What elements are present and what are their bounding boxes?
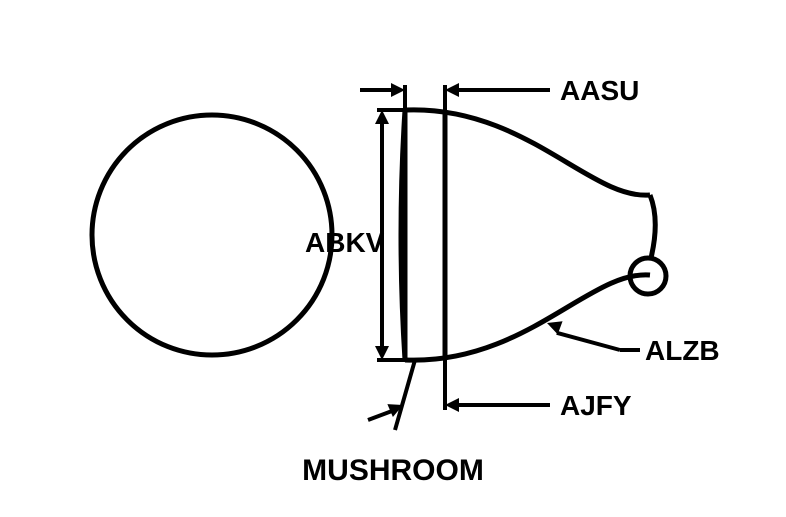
side-top-curve xyxy=(405,110,650,195)
label-aasu: AASU xyxy=(560,75,639,106)
front-view-circle xyxy=(92,115,332,355)
label-alzb: ALZB xyxy=(645,335,720,366)
label-abkv: ABKV xyxy=(305,227,385,258)
side-neck-edge xyxy=(650,195,655,258)
label-ajfy: AJFY xyxy=(560,390,632,421)
diagram-title: MUSHROOM xyxy=(302,454,484,487)
